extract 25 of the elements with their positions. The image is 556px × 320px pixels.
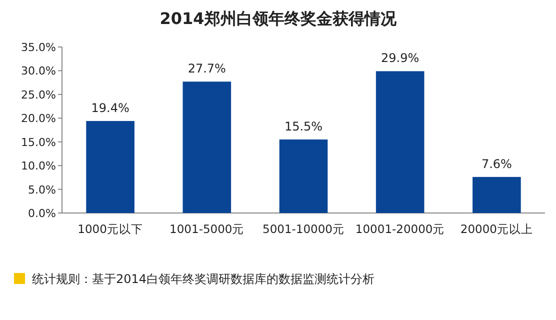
data-label: 7.6% <box>481 156 512 171</box>
x-tick-label: 1000元以下 <box>78 222 143 236</box>
data-label: 15.5% <box>284 119 323 134</box>
x-tick-label: 1001-5000元 <box>170 222 244 236</box>
y-tick-label: 10.0% <box>21 160 56 173</box>
bar <box>182 82 232 213</box>
y-tick-label: 20.0% <box>21 112 56 126</box>
x-tick-label: 20000元以上 <box>460 222 533 236</box>
text: 统计规则：基于2014白领年终奖调研数据库的数据监测统计分析 <box>32 272 375 286</box>
y-tick-label: 35.0% <box>21 41 56 54</box>
chart-title: 2014郑州白领年终奖金获得情况 <box>160 9 398 28</box>
y-tick-label: 30.0% <box>21 64 56 78</box>
bar <box>376 71 424 213</box>
y-tick-label: 25.0% <box>21 88 56 102</box>
x-tick-label: 5001-10000元 <box>262 222 344 236</box>
data-label: 27.7% <box>188 62 226 76</box>
y-tick-label: 0.0% <box>28 207 56 220</box>
x-tick-label: 10001-20000元 <box>355 222 445 236</box>
y-tick-label: 5.0% <box>28 183 56 196</box>
data-label: 19.4% <box>91 100 130 115</box>
data-label: 29.9% <box>381 51 420 66</box>
y-tick-label: 15.0% <box>21 136 56 149</box>
bar <box>86 120 134 213</box>
bar <box>472 176 521 213</box>
bar <box>279 139 328 213</box>
